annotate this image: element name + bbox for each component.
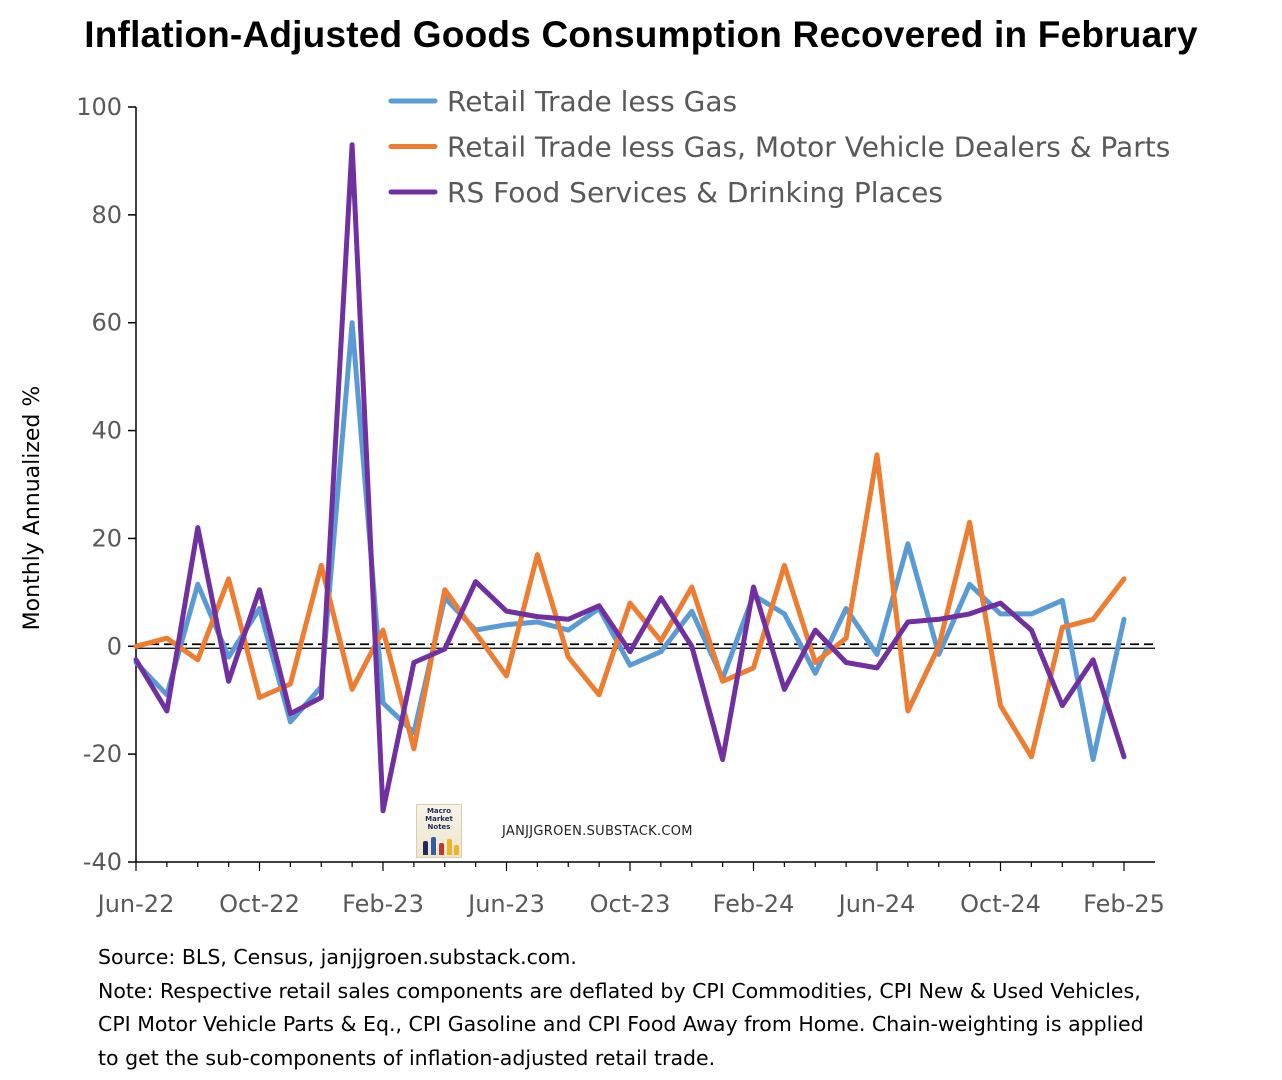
x-tick-label: Feb-24 (713, 890, 795, 918)
zero-line (136, 643, 1155, 649)
chart-notes: Source: BLS, Census, janjjgroen.substack… (98, 941, 1268, 1075)
note-line: to get the sub-components of inflation-a… (98, 1045, 716, 1070)
legend: Retail Trade less Gas Retail Trade less G… (388, 85, 1170, 209)
series-line-3 (133, 142, 1127, 814)
x-tick-label: Oct-24 (960, 890, 1041, 918)
x-tick-label: Feb-23 (342, 890, 424, 918)
watermark-logo-text: Macro Market Notes (425, 807, 453, 831)
y-tick-label: 20 (91, 524, 122, 552)
x-tick-label: Jun-23 (466, 890, 545, 918)
legend-label: Retail Trade less Gas (447, 85, 737, 118)
watermark-text: JANJJGROEN.SUBSTACK.COM (502, 823, 693, 839)
x-axis: Jun-22 Oct-22 Feb-23 Jun-23 Oct-23 Feb-24 Jun-… (96, 861, 1165, 918)
y-axis-title: Monthly Annualized % (20, 386, 45, 631)
y-tick-label: 40 (91, 417, 122, 445)
y-tick-label: 60 (91, 309, 122, 337)
note-line: CPI Motor Vehicle Parts & Eq., CPI Gasol… (98, 1012, 1144, 1036)
source-line: Source: BLS, Census, janjjgroen.substack… (98, 945, 577, 969)
legend-label: RS Food Services & Drinking Places (447, 176, 943, 209)
x-tick-label: Jun-24 (837, 890, 916, 918)
watermark: Macro Market Notes JANJJGROEN.SUBSTACK.C… (416, 804, 693, 858)
y-tick-label: 80 (91, 201, 122, 229)
x-tick-label: Feb-25 (1083, 890, 1165, 918)
x-tick-label: Jun-22 (96, 890, 175, 918)
y-tick-label: -20 (83, 740, 122, 768)
y-tick-label: -40 (83, 848, 122, 876)
series-layer (133, 142, 1127, 814)
y-axis: -40 -20 0 20 40 60 80 100 (76, 93, 137, 876)
note-line: Note: Respective retail sales components… (98, 978, 1141, 1003)
series-line-2 (133, 452, 1127, 760)
y-tick-label: 100 (76, 93, 122, 121)
macro-market-notes-logo: Macro Market Notes (416, 804, 462, 858)
x-tick-label: Oct-23 (590, 890, 671, 918)
chart-title: Inflation-Adjusted Goods Consumption Rec… (84, 14, 1198, 55)
y-tick-label: 0 (107, 632, 122, 660)
legend-label: Retail Trade less Gas, Motor Vehicle Dea… (447, 131, 1170, 164)
x-tick-label: Oct-22 (219, 890, 300, 918)
